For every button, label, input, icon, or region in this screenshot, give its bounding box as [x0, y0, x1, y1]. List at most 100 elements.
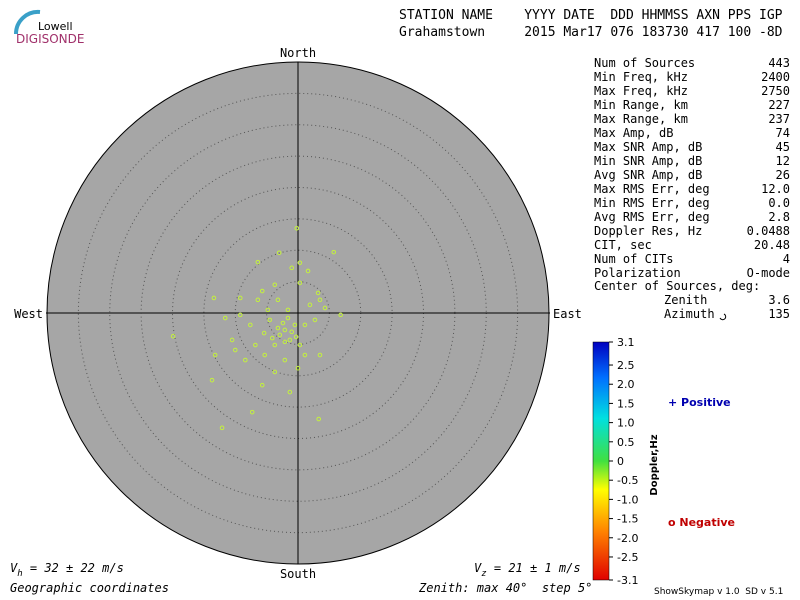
source-point	[242, 357, 248, 363]
source-point	[209, 377, 215, 383]
source-point	[305, 268, 311, 274]
colorbar-tick-label: 2.5	[617, 359, 635, 372]
logo-swoosh	[13, 9, 41, 35]
source-point	[237, 295, 243, 301]
source-point	[289, 265, 295, 271]
colorbar-tick-label: -1.5	[617, 513, 638, 526]
source-point	[317, 297, 323, 303]
source-point	[237, 312, 243, 318]
dir-north: North	[280, 46, 316, 60]
source-point	[259, 288, 265, 294]
source-point	[269, 335, 275, 341]
source-point	[280, 320, 286, 326]
source-point	[287, 389, 293, 395]
stat-label: CIT, sec	[594, 238, 652, 252]
stat-label: Min RMS Err, deg	[594, 196, 710, 210]
source-point	[315, 290, 321, 296]
stat-label: Min SNR Amp, dB	[594, 154, 702, 168]
source-point	[282, 339, 288, 345]
center-azimuth-label: Azimuth	[664, 307, 715, 321]
source-point	[282, 357, 288, 363]
source-point	[302, 322, 308, 328]
colorbar-tick-label: 1.5	[617, 397, 635, 410]
colorbar	[592, 341, 610, 581]
colorbar-tick-label: 3.1	[617, 336, 635, 349]
colorbar-tick-label: -1.0	[617, 493, 638, 506]
stat-label: Polarization	[594, 266, 681, 280]
center-azimuth: 135	[768, 307, 790, 321]
source-point	[255, 259, 261, 265]
logo-bottom: DIGISONDE	[16, 32, 84, 46]
source-point	[275, 297, 281, 303]
source-point	[285, 307, 291, 313]
plot-area: North South West East	[14, 46, 582, 581]
stat-value: 2400	[761, 70, 790, 84]
stat-value: 74	[776, 126, 790, 140]
colorbar-tick-label: 1.0	[617, 417, 635, 430]
source-point	[232, 347, 238, 353]
source-point	[316, 416, 322, 422]
source-point	[261, 330, 267, 336]
source-point	[338, 312, 343, 318]
source-point	[212, 352, 218, 358]
stat-label: Max RMS Err, deg	[594, 182, 710, 196]
source-point	[285, 315, 291, 321]
stat-value: 0.0	[768, 196, 790, 210]
vh-text: Vh = 32 ± 22 m/s	[10, 561, 124, 579]
source-point	[293, 334, 299, 340]
stat-value: 26	[776, 168, 790, 182]
stat-label: Max Range, km	[594, 112, 688, 126]
stat-value: 2.8	[768, 210, 790, 224]
legend-positive: + Positive	[668, 396, 731, 409]
logo-top: Lowell	[38, 20, 73, 33]
source-point	[265, 307, 271, 313]
stat-label: Max Amp, dB	[594, 126, 673, 140]
colorbar-tick-label: -0.5	[617, 474, 638, 487]
stat-value: 443	[768, 56, 790, 70]
source-point	[211, 295, 217, 301]
stat-label: Max Freq, kHz	[594, 84, 688, 98]
source-point	[249, 409, 255, 415]
source-point	[277, 332, 283, 338]
dir-west: West	[14, 307, 43, 321]
colorbar-tick-label: 0	[617, 455, 624, 468]
source-point	[275, 325, 281, 331]
stat-label: Num of CITs	[594, 252, 673, 266]
source-point	[295, 365, 301, 371]
colorbar-tick-label: -3.1	[617, 574, 638, 587]
center-zenith: 3.6	[768, 293, 790, 307]
colorbar-tick-label: 0.5	[617, 436, 635, 449]
source-point	[253, 342, 258, 348]
source-point	[322, 305, 328, 311]
coords-text: Geographic coordinates	[10, 581, 169, 595]
stat-label: Min Range, km	[594, 98, 688, 112]
source-point	[272, 282, 278, 288]
dir-east: East	[553, 307, 582, 321]
source-point	[272, 369, 278, 375]
source-point	[307, 302, 313, 308]
colorbar-label: Doppler,Hz	[649, 434, 660, 495]
stat-value: 237	[768, 112, 790, 126]
azimuth-icon	[719, 313, 727, 321]
source-point	[289, 329, 295, 335]
source-point	[170, 333, 176, 339]
zenith-text: Zenith: max 40° step 5°	[418, 581, 592, 595]
source-point	[297, 280, 303, 286]
source-point	[331, 249, 337, 255]
stat-value: 2750	[761, 84, 790, 98]
source-point	[229, 337, 235, 343]
legend-negative: o Negative	[668, 516, 735, 529]
source-point	[262, 352, 268, 358]
stat-value: O-mode	[747, 266, 790, 280]
colorbar-tick-label: 2.0	[617, 378, 635, 391]
source-point	[294, 225, 300, 231]
center-zenith-label: Zenith	[664, 293, 707, 307]
stat-value: 227	[768, 98, 790, 112]
source-point	[248, 322, 253, 328]
source-point	[272, 342, 278, 348]
header-values: Grahamstown 2015 Mar17 076 183730 417 10…	[399, 25, 783, 40]
stat-value: 12.0	[761, 182, 790, 196]
stat-value: 20.48	[754, 238, 790, 252]
stat-label: Min Freq, kHz	[594, 70, 688, 84]
